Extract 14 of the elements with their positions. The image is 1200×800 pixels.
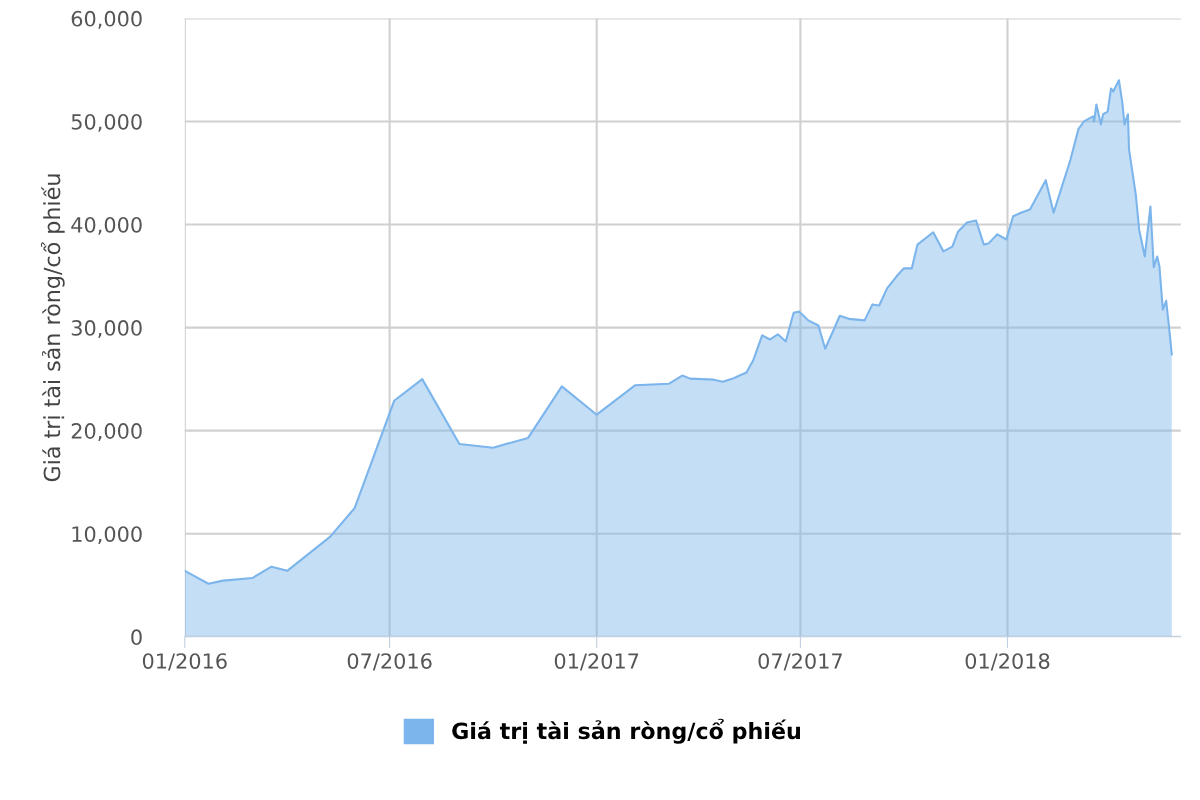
- y-tick-label: 10,000: [72, 526, 142, 545]
- x-tick-label: 07/2017: [758, 653, 842, 671]
- x-tick-label: 01/2016: [142, 653, 227, 671]
- y-tick-label: 0: [131, 629, 142, 646]
- y-tick-label: 60,000: [71, 10, 142, 29]
- y-tick-label: 30,000: [71, 320, 142, 338]
- x-tick-label: 07/2016: [347, 653, 432, 671]
- y-tick-label: 50,000: [71, 113, 142, 132]
- y-axis-title: Giá trị tài sản ròng/cổ phiếu: [40, 174, 65, 482]
- x-tick-label: 01/2017: [554, 653, 639, 671]
- x-tick-label: 01/2018: [965, 653, 1050, 671]
- y-tick-label: 20,000: [71, 423, 142, 441]
- legend-label: Giá trị tài sản ròng/cổ phiếu: [452, 718, 800, 744]
- y-tick-label: 40,000: [71, 216, 142, 235]
